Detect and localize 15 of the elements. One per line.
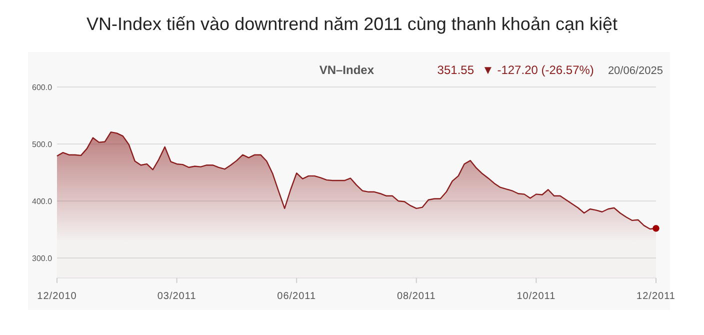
text: ▼ -127.20 (-26.57%) — [482, 63, 594, 77]
x-tick-label: 06/2011 — [277, 291, 316, 302]
x-tick-label: 08/2011 — [396, 291, 436, 302]
y-tick-label: 500.0 — [32, 140, 53, 150]
text: 20/06/2025 — [608, 65, 663, 77]
x-tick-label: 12/2011 — [636, 291, 676, 302]
y-tick-label: 600.0 — [32, 83, 53, 92]
chart-subtitle: VN–Index — [319, 63, 374, 77]
y-tick-label: 400.0 — [32, 197, 53, 206]
x-tick-label: 10/2011 — [516, 291, 556, 302]
chart-title: VN-Index tiến vào downtrend năm 2011 cùng thanh khoản cạn kiệt — [86, 14, 618, 34]
x-tick-label: 03/2011 — [157, 291, 196, 302]
x-tick-label: 12/2010 — [37, 291, 77, 302]
y-tick-label: 300.0 — [32, 254, 53, 264]
text: 351.55 — [437, 63, 474, 77]
